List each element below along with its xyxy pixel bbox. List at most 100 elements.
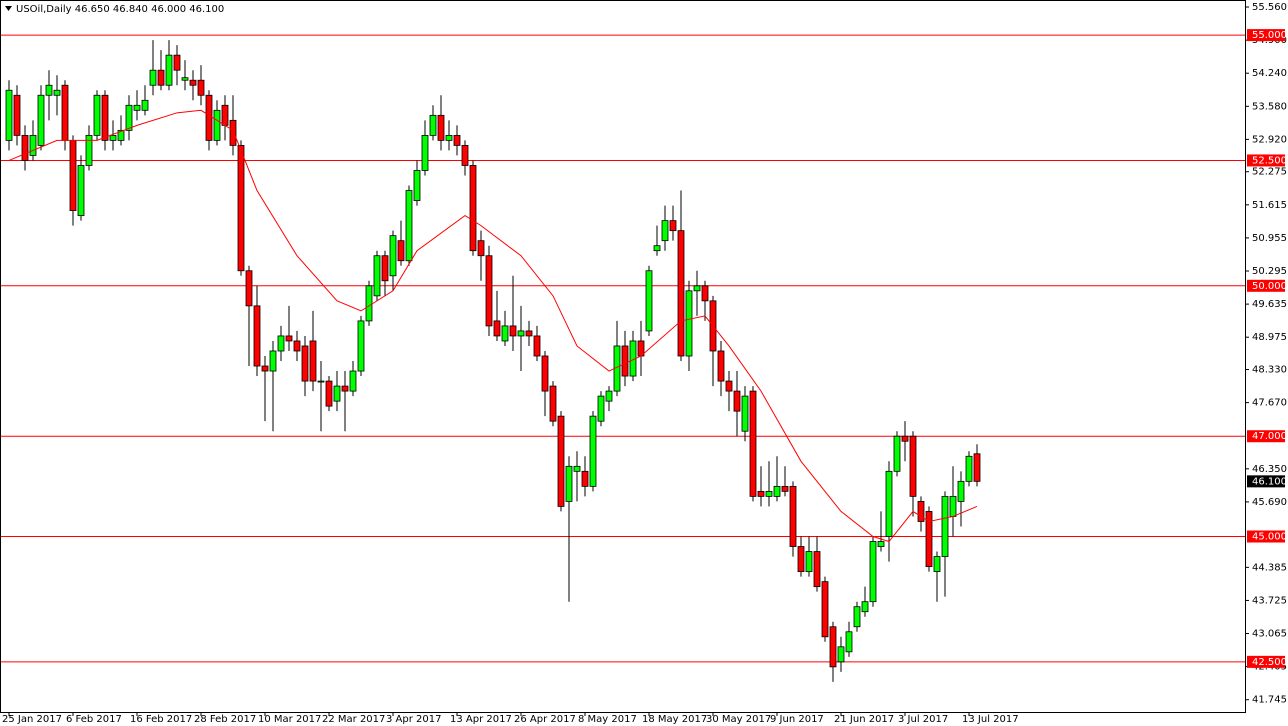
candle-body (453, 134, 461, 146)
candle-body (149, 69, 157, 86)
last-price-label: 46.100 (1252, 476, 1287, 487)
candle-body (125, 104, 133, 131)
candle-body (269, 350, 277, 372)
candle-body (309, 340, 317, 382)
x-tick-label: 28 Feb 2017 (194, 714, 256, 725)
candle-body (237, 145, 245, 272)
plot-area (0, 34, 1245, 682)
y-tick-label: 52.275 (1252, 167, 1287, 178)
x-tick-label: 16 Feb 2017 (130, 714, 192, 725)
candle-body (525, 330, 533, 337)
candle-body (229, 119, 237, 146)
candle-body (845, 631, 853, 653)
y-tick-label: 50.295 (1252, 266, 1287, 277)
candle-body (821, 581, 829, 638)
candle-body (517, 330, 525, 337)
candle-body (253, 305, 261, 367)
candle-body (261, 365, 269, 372)
candle-body (853, 606, 861, 628)
x-tick-label: 30 May 2017 (706, 714, 771, 725)
candle-body (5, 89, 13, 141)
candle-body (53, 89, 61, 96)
candle-body (565, 465, 573, 502)
candle-body (77, 165, 85, 217)
candle-body (877, 541, 885, 547)
candle-body (965, 455, 973, 482)
candle-body (45, 84, 53, 96)
candle-body (101, 94, 109, 141)
candle-body (493, 320, 501, 337)
x-tick-label: 8 May 2017 (578, 714, 637, 725)
x-tick-label: 22 Mar 2017 (322, 714, 385, 725)
y-tick-label: 48.330 (1252, 365, 1287, 376)
y-tick-label: 55.560 (1252, 2, 1287, 13)
candle-body (501, 325, 509, 342)
candle-body (365, 285, 373, 322)
candle-body (589, 415, 597, 487)
y-tick-label: 44.385 (1252, 562, 1287, 573)
candle-body (221, 104, 229, 126)
level-label: 55.000 (1252, 30, 1287, 41)
candle-body (61, 84, 69, 141)
candle-body (805, 551, 813, 573)
candle-body (541, 355, 549, 392)
level-label-box (1247, 154, 1285, 167)
plot-border (0, 0, 1246, 713)
candle-body (717, 350, 725, 382)
candle-body (469, 165, 477, 252)
candle-body (765, 490, 773, 497)
candle-body (445, 134, 453, 141)
x-tick-label: 26 Apr 2017 (514, 714, 576, 725)
candle-body (605, 390, 613, 402)
candle-body (693, 285, 701, 292)
candle-body (645, 270, 653, 332)
candle-body (677, 230, 685, 357)
candle-body (301, 345, 309, 382)
candle-body (909, 435, 917, 497)
candle-body (901, 435, 909, 442)
candle-body (597, 395, 605, 422)
y-tick-label: 49.635 (1252, 299, 1287, 310)
candle-body (781, 485, 789, 492)
candle-body (917, 501, 925, 522)
candle-body (869, 541, 877, 603)
candle-body (197, 79, 205, 96)
y-tick-label: 47.670 (1252, 398, 1287, 409)
candle-body (837, 646, 845, 663)
candle-body (925, 511, 933, 567)
candle-body (413, 170, 421, 201)
candle-body (661, 220, 669, 242)
y-tick-label: 52.920 (1252, 134, 1287, 145)
candle-body (789, 485, 797, 547)
y-tick-label: 46.350 (1252, 464, 1287, 475)
candle-body (685, 290, 693, 357)
candle-body (813, 551, 821, 588)
candle-body (93, 94, 101, 136)
moving-average (8, 109, 978, 543)
candle-body (117, 129, 125, 141)
candle-body (285, 335, 293, 342)
candle-body (533, 335, 541, 357)
candle-body (381, 255, 389, 282)
candle-body (29, 134, 37, 156)
last-price-box (1247, 475, 1285, 488)
candle-body (293, 340, 301, 352)
candle-body (133, 104, 141, 111)
candle-body (277, 335, 285, 352)
candle-body (181, 77, 189, 81)
candle-body (509, 325, 517, 337)
candle-body (173, 54, 181, 71)
candle-body (749, 390, 757, 497)
candle-body (397, 240, 405, 262)
candle-body (933, 556, 941, 573)
candle-body (773, 485, 781, 497)
x-tick-label: 13 Apr 2017 (450, 714, 512, 725)
x-tick-label: 21 Jun 2017 (834, 714, 894, 725)
candle-body (941, 495, 949, 557)
candle-body (885, 470, 893, 537)
candle-body (389, 235, 397, 277)
candle-body (373, 255, 381, 297)
candle-body (653, 245, 661, 252)
x-tick-label: 3 Apr 2017 (386, 714, 441, 725)
